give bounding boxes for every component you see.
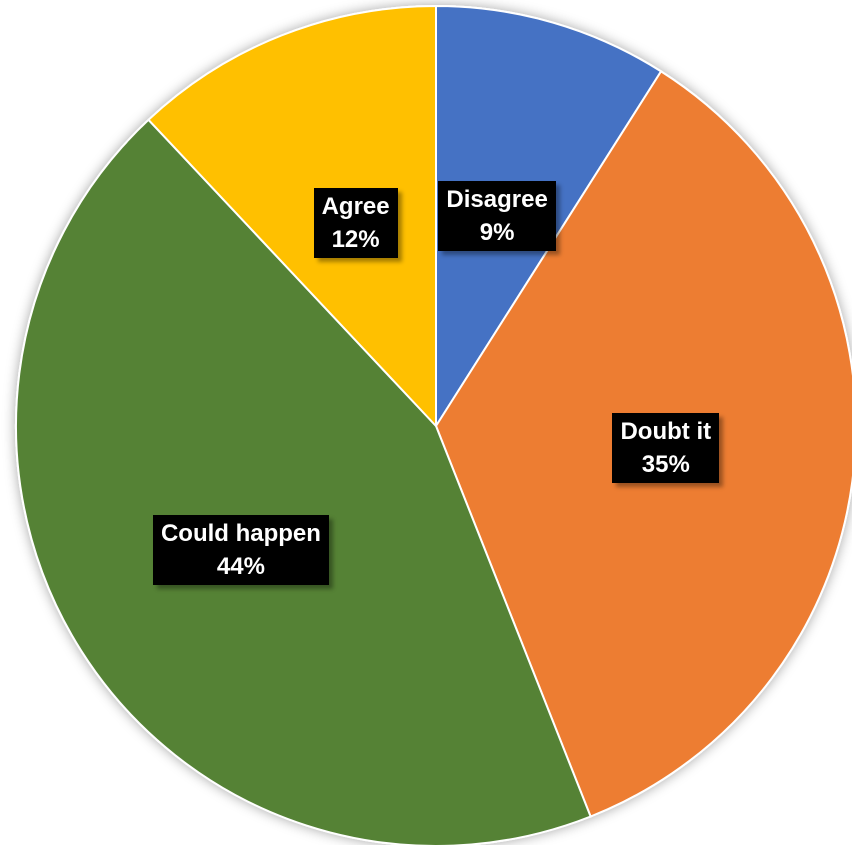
data-label-value: 9% — [479, 219, 515, 247]
data-label-category: Doubt it — [620, 417, 712, 445]
data-label-doubt-it: Doubt it 35% — [612, 412, 720, 483]
pie-slices — [15, 4, 852, 845]
data-label-disagree: Disagree 9% — [438, 181, 556, 252]
data-label-value: 44% — [216, 552, 265, 580]
data-label-category: Could happen — [160, 519, 321, 547]
data-label-category: Agree — [321, 192, 390, 220]
pie-slice-could-happen — [15, 118, 592, 845]
data-label-category: Disagree — [446, 186, 548, 214]
data-label-agree: Agree 12% — [313, 187, 398, 258]
data-label-value: 35% — [641, 450, 690, 478]
data-label-value: 12% — [331, 225, 380, 253]
data-label-could-happen: Could happen 44% — [152, 514, 329, 585]
pie-slice-agree — [147, 4, 437, 429]
